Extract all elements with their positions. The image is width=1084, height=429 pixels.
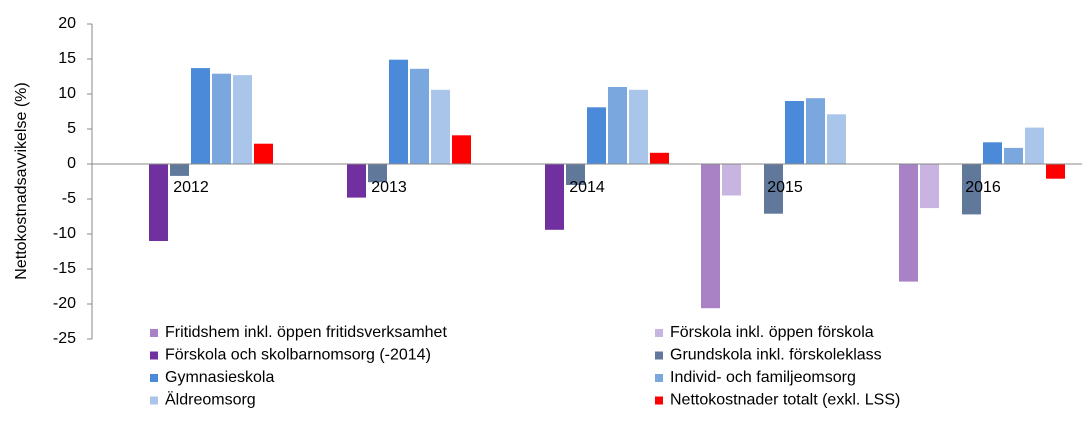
- bar: [629, 89, 648, 164]
- bar: [608, 87, 627, 164]
- x-tick-label: 2016: [965, 179, 1001, 196]
- legend-label: Fritidshem inkl. öppen fritidsverksamhet: [165, 324, 447, 341]
- bar: [806, 98, 825, 164]
- legend-swatch: [655, 329, 663, 337]
- bar: [785, 101, 804, 164]
- x-tick-label: 2014: [569, 179, 605, 196]
- legend-swatch: [655, 374, 663, 382]
- bar: [566, 164, 585, 185]
- bar: [722, 164, 741, 196]
- bar: [389, 59, 408, 165]
- bar: [587, 107, 606, 164]
- bar: [899, 164, 918, 282]
- bar: [212, 73, 231, 164]
- x-tick-label: 2015: [767, 179, 803, 196]
- y-tick-label: 10: [58, 85, 76, 102]
- bar: [347, 164, 366, 198]
- legend-label: Äldreomsorg: [165, 391, 256, 409]
- y-tick-label: 5: [67, 120, 76, 137]
- legend-label: Grundskola inkl. förskoleklass: [670, 347, 882, 364]
- bar: [1025, 127, 1044, 164]
- y-tick-label: -15: [53, 260, 76, 277]
- bar: [410, 68, 429, 164]
- bar: [650, 152, 669, 164]
- bar: [368, 164, 387, 183]
- bar: [983, 142, 1002, 164]
- legend-label: Nettokostnader totalt (exkl. LSS): [670, 392, 900, 409]
- bar: [191, 68, 210, 164]
- y-tick-label: -25: [53, 330, 76, 347]
- bar: [545, 164, 564, 230]
- bar: [1046, 164, 1065, 179]
- y-tick-label: 20: [58, 15, 76, 32]
- bar: [149, 164, 168, 241]
- legend-label: Individ- och familjeomsorg: [670, 369, 856, 386]
- bar: [170, 164, 189, 176]
- bar: [1004, 147, 1023, 164]
- bar: [431, 89, 450, 164]
- bar: [452, 135, 471, 164]
- legend-swatch: [150, 396, 158, 405]
- y-tick-label: 15: [58, 50, 76, 67]
- y-tick-label: -20: [53, 295, 76, 312]
- legend-label: Förskola och skolbarnomsorg (-2014): [165, 347, 431, 364]
- y-tick-label: -10: [53, 225, 76, 242]
- bar: [233, 75, 252, 164]
- legend-swatch: [655, 351, 663, 360]
- legend-label: Förskola inkl. öppen förskola: [670, 324, 874, 341]
- bar: [254, 143, 273, 164]
- x-tick-label: 2013: [371, 179, 407, 196]
- legend-label: Gymnasieskola: [165, 369, 274, 386]
- y-tick-label: -5: [62, 190, 76, 207]
- legend-swatch: [150, 329, 158, 337]
- bar: [920, 164, 939, 209]
- y-axis-label: Nettokostnadsavvikelse (%): [13, 82, 30, 279]
- y-tick-label: 0: [67, 155, 76, 172]
- bar: [962, 164, 981, 215]
- x-tick-label: 2012: [173, 179, 209, 196]
- bar: [827, 114, 846, 164]
- bar: [764, 164, 783, 214]
- legend-swatch: [150, 374, 158, 382]
- bar: [701, 164, 720, 309]
- legend-swatch: [150, 351, 158, 360]
- legend-swatch: [655, 396, 663, 405]
